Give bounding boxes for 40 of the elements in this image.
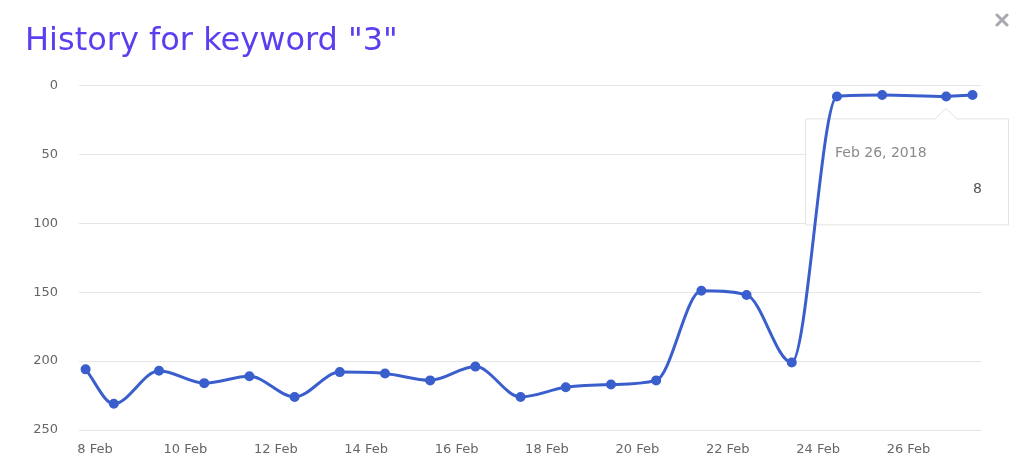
x-tick-label: 22 Feb — [705, 441, 750, 457]
y-tick-label: 100 — [33, 214, 58, 230]
y-tick-label: 150 — [33, 283, 58, 299]
point — [967, 90, 978, 101]
point — [289, 391, 300, 402]
point — [334, 367, 345, 378]
point — [515, 391, 526, 402]
point — [199, 378, 210, 389]
point — [877, 90, 888, 101]
x-tick-label: 24 Feb — [796, 441, 840, 457]
x-tick-label: 20 Feb — [615, 441, 660, 457]
annotation: Feb 26, 2018 — [835, 144, 927, 161]
y-tick-label: 0 — [49, 76, 58, 92]
x-tick-label: 8 Feb — [77, 441, 113, 457]
point — [696, 285, 707, 296]
point — [80, 364, 91, 375]
point — [741, 289, 752, 300]
y-tick-label: 50 — [41, 145, 58, 161]
x-tick-label: 14 Feb — [344, 441, 389, 457]
point — [244, 371, 255, 382]
point — [425, 375, 436, 386]
point — [470, 361, 481, 372]
annotation: 8 — [973, 180, 982, 197]
point — [941, 91, 952, 102]
point — [154, 365, 165, 376]
x-tick-label: 12 Feb — [253, 441, 298, 457]
x-tick-label: 16 Feb — [434, 441, 479, 457]
point — [831, 91, 842, 102]
y-tick-label: 200 — [33, 352, 58, 368]
point — [380, 368, 390, 379]
y-tick-label: 250 — [33, 421, 58, 437]
chart-title: History for keyword "3" — [25, 19, 398, 58]
point — [605, 379, 616, 390]
point — [651, 375, 662, 386]
point — [560, 382, 571, 393]
x-tick-label: 26 Feb — [886, 441, 931, 457]
x-tick-label: 18 Feb — [525, 441, 569, 457]
x-tick-label: 10 Feb — [163, 441, 208, 457]
point — [786, 357, 797, 368]
point — [108, 398, 119, 409]
